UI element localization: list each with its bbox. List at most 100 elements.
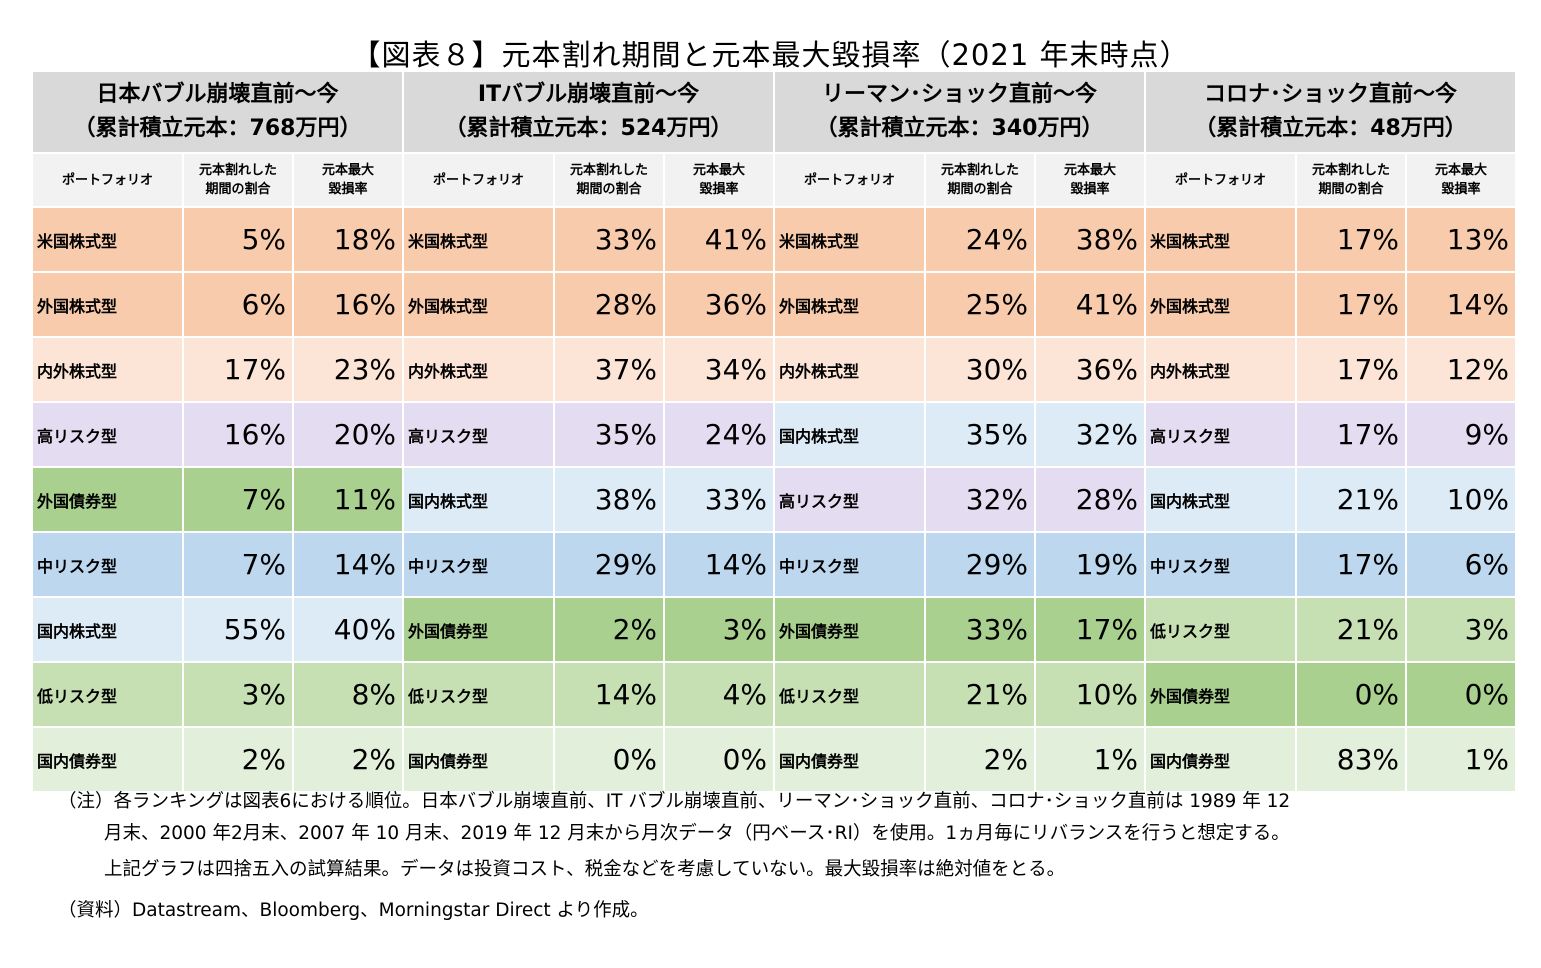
table-row: 国内債券型 0% 0% xyxy=(404,728,773,791)
ranking-table: 日本バブル崩壊直前～今 （累計積立元本：768万円） ポートフォリオ 元本割れした 期間… xyxy=(33,72,1515,791)
portfolio-name: 米国株式型 xyxy=(404,208,553,271)
max-loss-value: 0% xyxy=(1407,663,1515,726)
table-row: 高リスク型 35% 24% xyxy=(404,403,773,466)
period-ratio-value: 38% xyxy=(555,468,663,531)
portfolio-name: 低リスク型 xyxy=(404,663,553,726)
table-row: 米国株式型 17% 13% xyxy=(1146,208,1515,271)
table-row: 国内債券型 2% 2% xyxy=(33,728,402,791)
portfolio-name: 高リスク型 xyxy=(1146,403,1295,466)
max-loss-value: 36% xyxy=(665,273,773,336)
period-ratio-value: 32% xyxy=(926,468,1034,531)
table-row: 国内株式型 55% 40% xyxy=(33,598,402,661)
max-loss-value: 14% xyxy=(665,533,773,596)
portfolio-name: 内外株式型 xyxy=(775,338,924,401)
column-header-row: ポートフォリオ 元本割れした 期間の割合 元本最大 毀損率 xyxy=(1146,154,1515,206)
table-row: 低リスク型 3% 8% xyxy=(33,663,402,726)
period-ratio-value: 21% xyxy=(1297,598,1405,661)
table-row: 内外株式型 17% 23% xyxy=(33,338,402,401)
period-ratio-value: 35% xyxy=(926,403,1034,466)
table-row: 高リスク型 32% 28% xyxy=(775,468,1144,531)
max-loss-value: 16% xyxy=(294,273,402,336)
max-loss-value: 13% xyxy=(1407,208,1515,271)
group-header: コロナ･ショック直前～今 （累計積立元本：48万円） xyxy=(1146,72,1515,152)
portfolio-name: 内外株式型 xyxy=(33,338,182,401)
column-header-row: ポートフォリオ 元本割れした 期間の割合 元本最大 毀損率 xyxy=(775,154,1144,206)
portfolio-name: 国内債券型 xyxy=(775,728,924,791)
table-row: 国内株式型 21% 10% xyxy=(1146,468,1515,531)
column-header: ポートフォリオ xyxy=(404,154,553,206)
period-ratio-value: 30% xyxy=(926,338,1034,401)
column-header: ポートフォリオ xyxy=(33,154,182,206)
portfolio-name: 外国債券型 xyxy=(33,468,182,531)
max-loss-value: 11% xyxy=(294,468,402,531)
period-ratio-value: 2% xyxy=(555,598,663,661)
period-ratio-value: 2% xyxy=(926,728,1034,791)
table-row: 国内債券型 83% 1% xyxy=(1146,728,1515,791)
period-ratio-value: 17% xyxy=(184,338,292,401)
column-header-row: ポートフォリオ 元本割れした 期間の割合 元本最大 毀損率 xyxy=(33,154,402,206)
group-title: リーマン･ショック直前～今 xyxy=(821,82,1097,107)
portfolio-name: 外国株式型 xyxy=(1146,273,1295,336)
period-ratio-value: 28% xyxy=(555,273,663,336)
table-group: コロナ･ショック直前～今 （累計積立元本：48万円） ポートフォリオ 元本割れした 期間… xyxy=(1146,72,1515,791)
portfolio-name: 中リスク型 xyxy=(33,533,182,596)
portfolio-name: 外国株式型 xyxy=(404,273,553,336)
max-loss-value: 41% xyxy=(1036,273,1144,336)
table-row: 低リスク型 14% 4% xyxy=(404,663,773,726)
portfolio-name: 低リスク型 xyxy=(775,663,924,726)
period-ratio-value: 83% xyxy=(1297,728,1405,791)
table-row: 低リスク型 21% 3% xyxy=(1146,598,1515,661)
period-ratio-value: 21% xyxy=(1297,468,1405,531)
max-loss-value: 38% xyxy=(1036,208,1144,271)
column-header: 元本最大 毀損率 xyxy=(665,154,773,206)
period-ratio-value: 17% xyxy=(1297,403,1405,466)
max-loss-value: 8% xyxy=(294,663,402,726)
table-row: 高リスク型 17% 9% xyxy=(1146,403,1515,466)
group-subtitle: （累計積立元本：524万円） xyxy=(444,116,733,141)
table-row: 外国株式型 6% 16% xyxy=(33,273,402,336)
max-loss-value: 4% xyxy=(665,663,773,726)
column-header: ポートフォリオ xyxy=(775,154,924,206)
portfolio-name: 中リスク型 xyxy=(1146,533,1295,596)
table-body: 米国株式型 17% 13% 外国株式型 17% 14% 内外株式型 17% 12% 高リスク型 17… xyxy=(1146,208,1515,791)
table-row: 外国債券型 33% 17% xyxy=(775,598,1144,661)
period-ratio-value: 16% xyxy=(184,403,292,466)
max-loss-value: 34% xyxy=(665,338,773,401)
portfolio-name: 国内債券型 xyxy=(404,728,553,791)
period-ratio-value: 3% xyxy=(184,663,292,726)
chart-title: 【図表８】元本割れ期間と元本最大毀損率（2021 年末時点） xyxy=(351,38,1190,72)
max-loss-value: 20% xyxy=(294,403,402,466)
portfolio-name: 中リスク型 xyxy=(404,533,553,596)
group-title: ITバブル崩壊直前～今 xyxy=(477,82,700,107)
portfolio-name: 高リスク型 xyxy=(775,468,924,531)
group-header: 日本バブル崩壊直前～今 （累計積立元本：768万円） xyxy=(33,72,402,152)
period-ratio-value: 17% xyxy=(1297,273,1405,336)
table-row: 中リスク型 29% 19% xyxy=(775,533,1144,596)
portfolio-name: 外国株式型 xyxy=(33,273,182,336)
max-loss-value: 6% xyxy=(1407,533,1515,596)
source-note: （資料）Datastream、Bloomberg、Morningstar Dir… xyxy=(58,900,649,921)
column-header: 元本最大 毀損率 xyxy=(1407,154,1515,206)
table-row: 中リスク型 29% 14% xyxy=(404,533,773,596)
period-ratio-value: 33% xyxy=(926,598,1034,661)
column-header: 元本最大 毀損率 xyxy=(1036,154,1144,206)
table-row: 低リスク型 21% 10% xyxy=(775,663,1144,726)
note-line-1: （注）各ランキングは図表6における順位。日本バブル崩壊直前、IT バブル崩壊直前… xyxy=(58,791,1291,812)
portfolio-name: 高リスク型 xyxy=(404,403,553,466)
column-header: 元本割れした 期間の割合 xyxy=(1297,154,1405,206)
period-ratio-value: 14% xyxy=(555,663,663,726)
max-loss-value: 0% xyxy=(665,728,773,791)
period-ratio-value: 35% xyxy=(555,403,663,466)
max-loss-value: 19% xyxy=(1036,533,1144,596)
portfolio-name: 米国株式型 xyxy=(33,208,182,271)
period-ratio-value: 29% xyxy=(555,533,663,596)
group-header: ITバブル崩壊直前～今 （累計積立元本：524万円） xyxy=(404,72,773,152)
period-ratio-value: 6% xyxy=(184,273,292,336)
group-title: 日本バブル崩壊直前～今 xyxy=(96,82,339,107)
max-loss-value: 17% xyxy=(1036,598,1144,661)
table-row: 米国株式型 5% 18% xyxy=(33,208,402,271)
column-header: 元本最大 毀損率 xyxy=(294,154,402,206)
portfolio-name: 国内株式型 xyxy=(1146,468,1295,531)
table-row: 内外株式型 37% 34% xyxy=(404,338,773,401)
table-row: 内外株式型 30% 36% xyxy=(775,338,1144,401)
